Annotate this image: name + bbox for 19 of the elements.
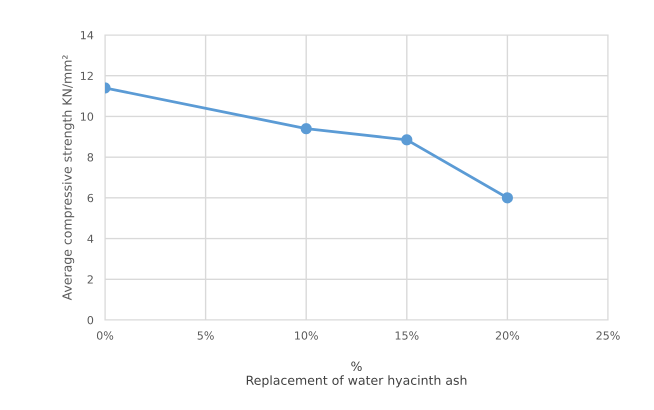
- x-axis-title: % Replacement of water hyacinth ash: [246, 362, 466, 388]
- y-tick-label: 6: [88, 194, 94, 202]
- y-tick-label: 10: [80, 112, 94, 121]
- x-tick-label: 15%: [396, 331, 419, 340]
- y-axis-title: Average compressive strength KN/mm²: [62, 55, 74, 300]
- y-tick-label: 8: [88, 153, 94, 162]
- x-tick-label: 10%: [295, 331, 318, 340]
- y-tick-label: 12: [80, 72, 93, 80]
- point: [300, 123, 312, 134]
- point: [401, 134, 412, 146]
- x-tick-label: 25%: [596, 331, 620, 340]
- x-tick-label: 20%: [496, 331, 520, 340]
- y-tick-label: 0: [88, 316, 94, 324]
- y-tick-label: 2: [88, 275, 93, 284]
- y-tick-label: 14: [80, 31, 94, 40]
- y-tick-label: 4: [87, 234, 94, 243]
- point: [502, 192, 513, 204]
- x-tick-label: 0%: [96, 331, 114, 340]
- x-tick-label: 5%: [198, 331, 214, 340]
